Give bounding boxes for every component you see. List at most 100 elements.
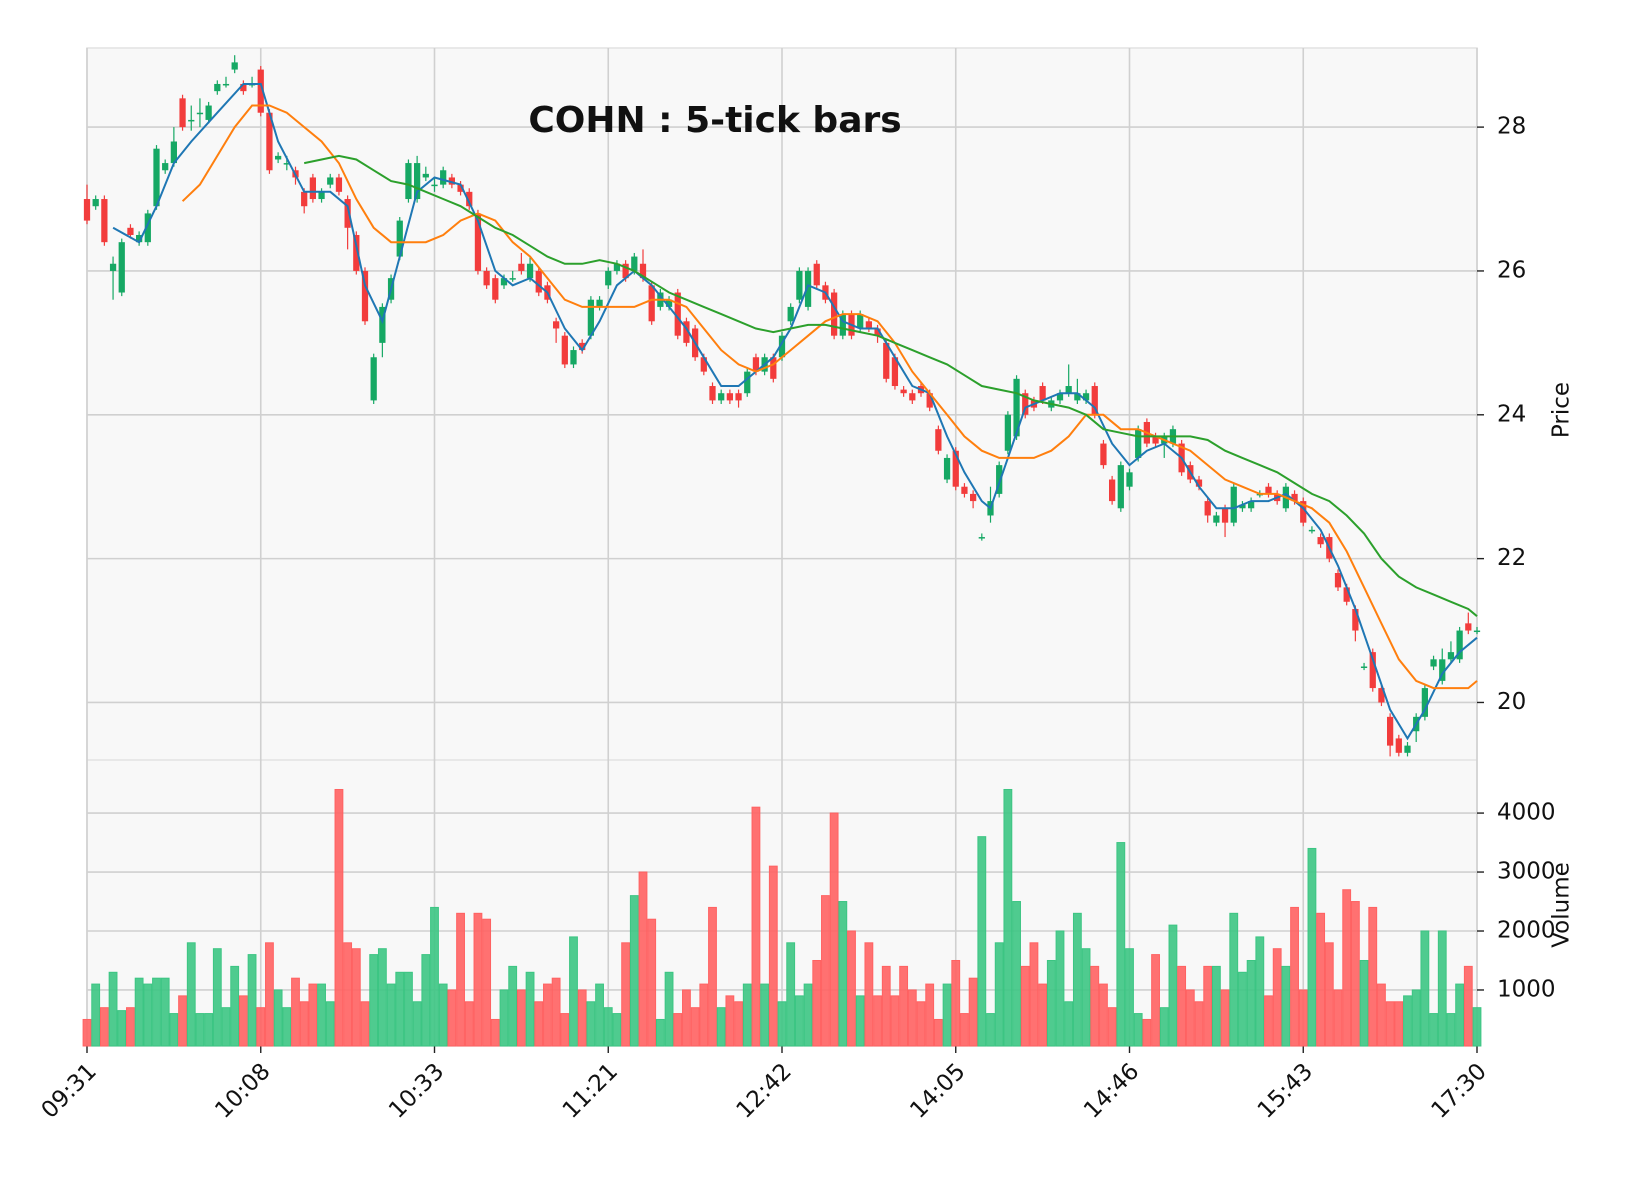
volume-bar xyxy=(265,942,274,1047)
volume-bar xyxy=(682,989,691,1047)
candle-body xyxy=(1135,429,1142,458)
candle-body xyxy=(405,163,412,200)
x-tick-label: 11:21 xyxy=(558,1058,623,1123)
volume-bar xyxy=(629,895,639,1047)
candle-body xyxy=(796,270,803,300)
candle-body xyxy=(1291,493,1298,502)
y-axis-label: Volume xyxy=(1549,862,1575,948)
candle-body xyxy=(770,357,777,379)
candle-body xyxy=(1013,378,1020,437)
volume-bar xyxy=(647,918,657,1047)
candle-body xyxy=(969,493,977,502)
candle-body xyxy=(778,335,786,358)
candle-body xyxy=(1456,630,1463,660)
candle-body xyxy=(231,62,238,70)
y-tick-label: 28 xyxy=(1497,114,1526,140)
volume-bar xyxy=(829,812,839,1047)
volume-bar xyxy=(1151,954,1160,1047)
candle-body xyxy=(214,83,221,92)
candle-body xyxy=(1352,608,1359,631)
volume-bar xyxy=(1203,965,1213,1047)
candle-body xyxy=(1213,515,1220,523)
y-axis-label: Price xyxy=(1549,382,1575,438)
volume-bar xyxy=(1342,889,1352,1047)
candle-body xyxy=(1369,652,1376,689)
candle-body xyxy=(1004,414,1012,451)
volume-bar xyxy=(1368,906,1378,1047)
volume-bar xyxy=(1064,1001,1074,1047)
candle-body xyxy=(1091,386,1098,415)
candle-body xyxy=(639,263,647,279)
candle-body xyxy=(492,278,499,300)
volume-bar xyxy=(308,983,318,1047)
candle-body xyxy=(1265,486,1272,494)
volume-bar xyxy=(204,1013,214,1047)
volume-bar xyxy=(490,1018,500,1047)
volume-bar xyxy=(1307,847,1317,1047)
candle-body xyxy=(561,335,568,365)
volume-bar xyxy=(664,971,674,1047)
volume-bar xyxy=(1411,989,1421,1047)
y-tick-label: 24 xyxy=(1497,401,1526,427)
volume-bar xyxy=(821,895,830,1047)
candle-body xyxy=(587,299,595,336)
volume-bar xyxy=(794,995,804,1047)
candle-body xyxy=(1100,443,1107,466)
candle-body xyxy=(735,393,742,401)
volume-bar xyxy=(638,871,648,1047)
volume-bar xyxy=(734,1001,743,1047)
volume-bar xyxy=(1038,983,1048,1047)
volume-bar xyxy=(438,983,448,1047)
volume-bar xyxy=(178,995,187,1047)
candle-body xyxy=(274,155,282,160)
candle-body xyxy=(413,163,421,200)
y-tick-label: 20 xyxy=(1497,689,1526,715)
candle-body xyxy=(891,357,899,387)
volume-bar xyxy=(586,1001,596,1047)
volume-bar xyxy=(803,983,813,1047)
volume-bar xyxy=(881,965,891,1047)
y-tick-label: 4000 xyxy=(1497,800,1556,826)
volume-bar xyxy=(994,942,1004,1047)
candle-body xyxy=(1230,486,1237,523)
volume-bar xyxy=(464,1001,474,1047)
candle-body xyxy=(665,299,673,307)
candle-body xyxy=(1343,587,1350,602)
candle-body xyxy=(857,314,864,329)
candle-body xyxy=(1300,501,1307,523)
volume-bar xyxy=(890,995,900,1047)
volume-bar xyxy=(256,1007,266,1047)
volume-bar xyxy=(1012,901,1021,1047)
volume-bar xyxy=(1264,995,1273,1047)
volume-bar xyxy=(1055,930,1065,1047)
volume-bar xyxy=(238,995,248,1047)
candle-body xyxy=(752,357,760,372)
volume-bar xyxy=(551,977,561,1047)
candle-body xyxy=(579,342,586,351)
candle-body xyxy=(1465,623,1472,631)
volume-bar xyxy=(1046,959,1056,1047)
volume-bar xyxy=(117,1010,127,1047)
candle-body xyxy=(162,163,169,171)
volume-bar xyxy=(1020,965,1030,1047)
volume-bar xyxy=(577,989,587,1047)
x-tick-label: 10:33 xyxy=(384,1058,449,1123)
candle-body xyxy=(301,191,308,207)
candle-body xyxy=(1117,465,1124,509)
volume-bar xyxy=(907,989,917,1047)
candle-body xyxy=(370,357,377,401)
volume-bar xyxy=(1029,942,1039,1047)
volume-bar xyxy=(160,977,170,1047)
volume-bar xyxy=(1107,1007,1117,1047)
candle-body xyxy=(327,177,334,185)
volume-bar xyxy=(221,1007,231,1047)
volume-bar xyxy=(299,1001,309,1047)
volume-bar xyxy=(447,989,457,1047)
volume-bar xyxy=(960,1013,969,1047)
candle-body xyxy=(518,263,525,271)
volume-bar xyxy=(325,1001,335,1047)
volume-bar xyxy=(1437,930,1447,1047)
volume-bar xyxy=(412,1001,422,1047)
volume-bar xyxy=(1463,965,1473,1047)
volume-bar xyxy=(1003,788,1013,1047)
